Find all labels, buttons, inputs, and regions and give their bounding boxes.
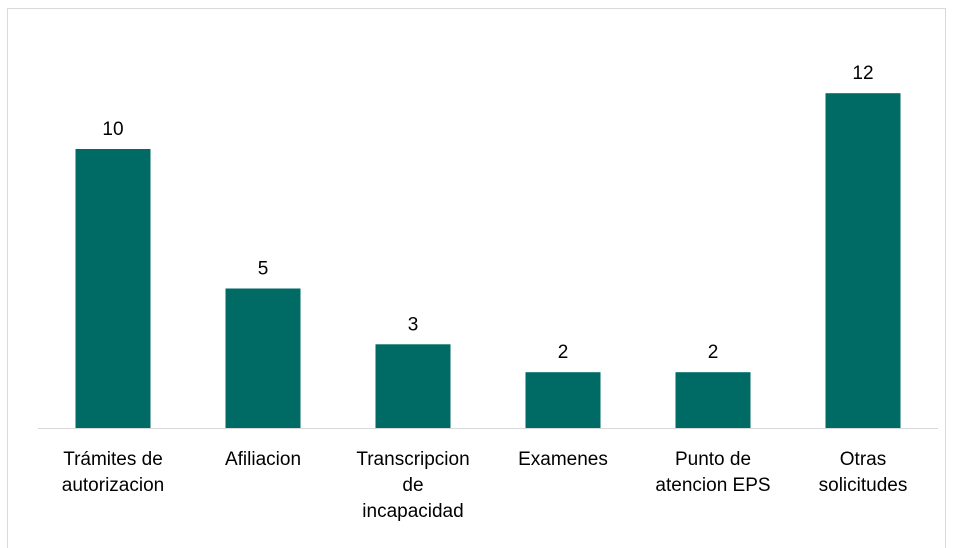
category-label-line: Trámites de [63,449,163,470]
category-label-2: Transcripcion de incapacidad [356,449,469,522]
data-label-2: 3 [408,314,419,335]
category-label-0: Trámites de autorizacion [62,449,164,496]
category-label-3: Examenes [518,449,608,470]
bar-5 [825,93,901,428]
chart-frame [7,8,946,548]
data-label-4: 2 [708,342,719,363]
category-label-line: Transcripcion [356,449,469,470]
bar-3 [525,372,601,428]
bar-chart: 10 Trámites de autorizacion 5 Afiliacion 3 Tra… [38,63,938,522]
data-label-3: 2 [558,342,569,363]
category-label-line: incapacidad [362,501,463,522]
category-label-line: Examenes [518,449,608,470]
category-label-line: solicitudes [819,475,908,496]
category-label-line: Punto de [675,449,751,470]
data-label-0: 10 [102,119,123,140]
bar-2 [375,344,451,428]
bar-4 [675,372,751,428]
category-label-line: Otras [840,449,886,470]
bar-1 [225,288,301,428]
bar-0 [75,149,151,428]
category-label-5: Otras solicitudes [819,449,908,496]
category-label-line: atencion EPS [655,475,770,496]
data-label-5: 12 [852,63,873,84]
category-label-line: autorizacion [62,475,164,496]
category-label-1: Afiliacion [225,449,301,470]
category-label-line: Afiliacion [225,449,301,470]
category-label-4: Punto de atencion EPS [655,449,770,496]
category-label-line: de [402,475,423,496]
data-label-1: 5 [258,259,269,280]
